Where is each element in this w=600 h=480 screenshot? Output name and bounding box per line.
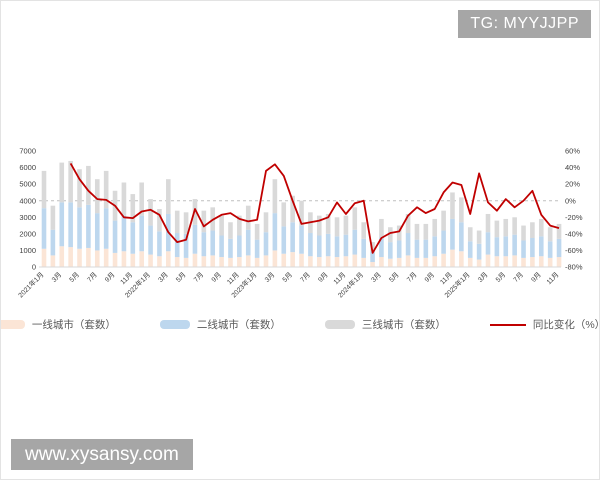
website-watermark-badge: www.xysansy.com xyxy=(11,439,193,470)
svg-text:6000: 6000 xyxy=(19,163,36,172)
telegram-watermark-badge: TG: MYYJJPP xyxy=(458,10,591,38)
svg-text:9月: 9月 xyxy=(210,271,223,284)
svg-text:5月: 5月 xyxy=(174,271,187,284)
svg-text:3月: 3月 xyxy=(370,271,383,284)
svg-text:-80%: -80% xyxy=(565,263,583,272)
legend-item-tier2: 二线城市（套数） xyxy=(159,317,281,332)
svg-text:3月: 3月 xyxy=(50,271,63,284)
svg-text:9月: 9月 xyxy=(316,271,329,284)
combo-chart: 0 1000 2000 3000 4000 5000 6000 7000 -80% -60% -40… xyxy=(16,147,583,300)
svg-text:3月: 3月 xyxy=(157,271,170,284)
yoy-line-swatch-icon xyxy=(489,323,526,326)
svg-text:11月: 11月 xyxy=(438,271,453,286)
svg-text:3月: 3月 xyxy=(476,271,489,284)
legend-item-tier1: 一线城市（套数） xyxy=(1,317,116,332)
svg-text:3000: 3000 xyxy=(19,213,36,222)
svg-text:7月: 7月 xyxy=(512,271,525,284)
svg-text:7月: 7月 xyxy=(299,271,312,284)
svg-text:11月: 11月 xyxy=(332,271,347,286)
svg-text:-60%: -60% xyxy=(565,246,583,255)
tier2-swatch-icon xyxy=(159,320,190,329)
svg-text:11月: 11月 xyxy=(119,271,134,286)
legend-item-tier3: 三线城市（套数） xyxy=(324,317,446,332)
svg-text:2021年1月: 2021年1月 xyxy=(16,270,45,299)
svg-text:5月: 5月 xyxy=(387,271,400,284)
svg-text:5月: 5月 xyxy=(494,271,507,284)
svg-text:9月: 9月 xyxy=(530,271,543,284)
legend-label-tier2: 二线城市（套数） xyxy=(196,319,281,331)
svg-text:7月: 7月 xyxy=(86,271,99,284)
svg-text:11月: 11月 xyxy=(225,271,240,286)
svg-text:60%: 60% xyxy=(565,147,580,156)
tier1-swatch-icon xyxy=(1,320,25,329)
legend-item-yoy: 同比变化（%） xyxy=(489,317,600,332)
svg-text:7月: 7月 xyxy=(192,271,205,284)
svg-text:3月: 3月 xyxy=(263,271,276,284)
svg-text:2000: 2000 xyxy=(19,230,36,239)
svg-text:7000: 7000 xyxy=(19,147,36,156)
svg-text:9月: 9月 xyxy=(103,271,116,284)
legend-label-yoy: 同比变化（%） xyxy=(532,319,600,331)
bars-series-1 xyxy=(41,202,562,263)
right-axis-labels: -80% -60% -40% -20% 0% 20% 40% 60% xyxy=(565,147,583,272)
svg-text:1000: 1000 xyxy=(19,246,36,255)
stacked-bars xyxy=(41,160,562,267)
chart-area: 0 1000 2000 3000 4000 5000 6000 7000 -80% -60% -40… xyxy=(1,141,599,319)
legend-label-tier1: 一线城市（套数） xyxy=(31,319,116,331)
svg-text:5月: 5月 xyxy=(68,271,81,284)
svg-text:5000: 5000 xyxy=(19,180,36,189)
svg-text:-40%: -40% xyxy=(565,230,583,239)
svg-text:0: 0 xyxy=(32,263,36,272)
svg-text:5月: 5月 xyxy=(281,271,294,284)
left-axis-labels: 0 1000 2000 3000 4000 5000 6000 7000 xyxy=(19,147,36,272)
chart-legend: 一线城市（套数） 二线城市（套数） 三线城市（套数） 同比变化（%） xyxy=(1,317,599,332)
svg-text:4000: 4000 xyxy=(19,196,36,205)
svg-text:11月: 11月 xyxy=(545,271,560,286)
bars-series-0 xyxy=(41,246,562,267)
legend-label-tier3: 三线城市（套数） xyxy=(361,319,446,331)
svg-text:0%: 0% xyxy=(565,196,576,205)
svg-text:40%: 40% xyxy=(565,163,580,172)
tier3-swatch-icon xyxy=(324,320,355,329)
svg-text:9月: 9月 xyxy=(423,271,436,284)
svg-text:20%: 20% xyxy=(565,180,580,189)
svg-text:7月: 7月 xyxy=(405,271,418,284)
svg-text:-20%: -20% xyxy=(565,213,583,222)
yoy-change-line xyxy=(69,162,560,254)
